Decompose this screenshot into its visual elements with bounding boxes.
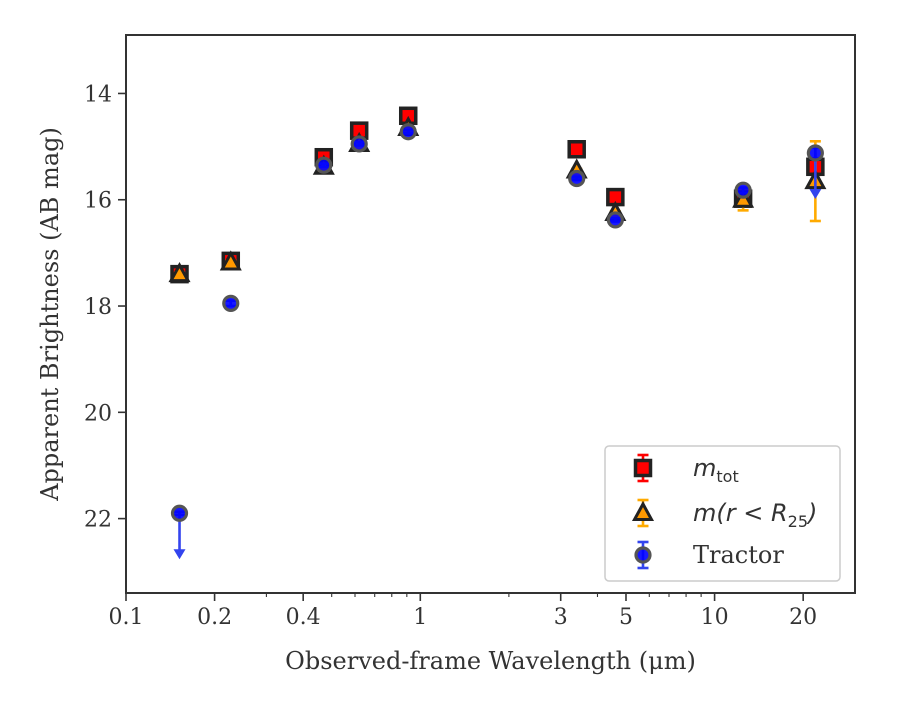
- legend-label: mtot: [693, 454, 739, 486]
- y-tick-label: 20: [84, 401, 112, 426]
- y-tick-label: 18: [84, 295, 112, 320]
- plot-frame: [125, 34, 856, 594]
- x-axis-title: Observed-frame Wavelength (μm): [285, 647, 696, 675]
- data-point-circle: [806, 144, 824, 162]
- x-tick-label: 20: [789, 605, 817, 630]
- legend-marker-triangle: [631, 500, 655, 521]
- axes-group: 0.1 0.2 0.4 1 3 5 10 20 14 16 18 20 22: [84, 34, 856, 630]
- x-tick-label: 0.4: [286, 605, 321, 630]
- y-tick-label: 14: [84, 82, 112, 107]
- data-point-square: [567, 140, 586, 159]
- upper-limit-arrowhead: [809, 188, 822, 199]
- series-m-tot: [170, 106, 825, 284]
- x-tick-label: 0.2: [197, 605, 232, 630]
- legend-box: [604, 445, 841, 582]
- series-tractor: [170, 123, 824, 560]
- x-tick-label: 5: [619, 605, 633, 630]
- data-point-circle: [170, 504, 189, 522]
- y-axis-title: Apparent Brightness (AB mag): [36, 127, 64, 502]
- series-m-r-r25: [168, 115, 827, 283]
- x-tick-label: 0.1: [109, 605, 144, 630]
- series-group: [168, 106, 827, 560]
- data-point-circle: [350, 135, 368, 153]
- data-point-circle: [399, 123, 417, 141]
- data-point-circle: [315, 156, 333, 174]
- upper-limit-arrowhead: [173, 549, 186, 560]
- y-tick-label: 16: [84, 189, 112, 214]
- legend-item-m-tot: mtot: [633, 453, 739, 486]
- legend-label: m(r < R25): [693, 499, 817, 531]
- x-tick-label: 3: [554, 605, 568, 630]
- data-point-triangle: [168, 262, 191, 283]
- legend-item-m-r-r25: m(r < R25): [631, 498, 817, 531]
- legend-label: Tractor: [693, 541, 784, 569]
- legend: mtot m(r < R25) Tractor: [604, 445, 841, 582]
- data-point-circle: [734, 181, 752, 199]
- legend-item-tractor: Tractor: [634, 540, 784, 570]
- legend-marker-square: [633, 458, 653, 478]
- data-point-circle: [222, 294, 240, 312]
- x-tick-label: 1: [413, 605, 427, 630]
- data-point-circle: [568, 169, 586, 188]
- data-point-circle: [606, 211, 624, 229]
- y-tick-label: 22: [84, 508, 112, 533]
- legend-marker-circle: [634, 546, 652, 564]
- x-tick-label: 10: [701, 605, 729, 630]
- data-point-triangle: [219, 250, 242, 271]
